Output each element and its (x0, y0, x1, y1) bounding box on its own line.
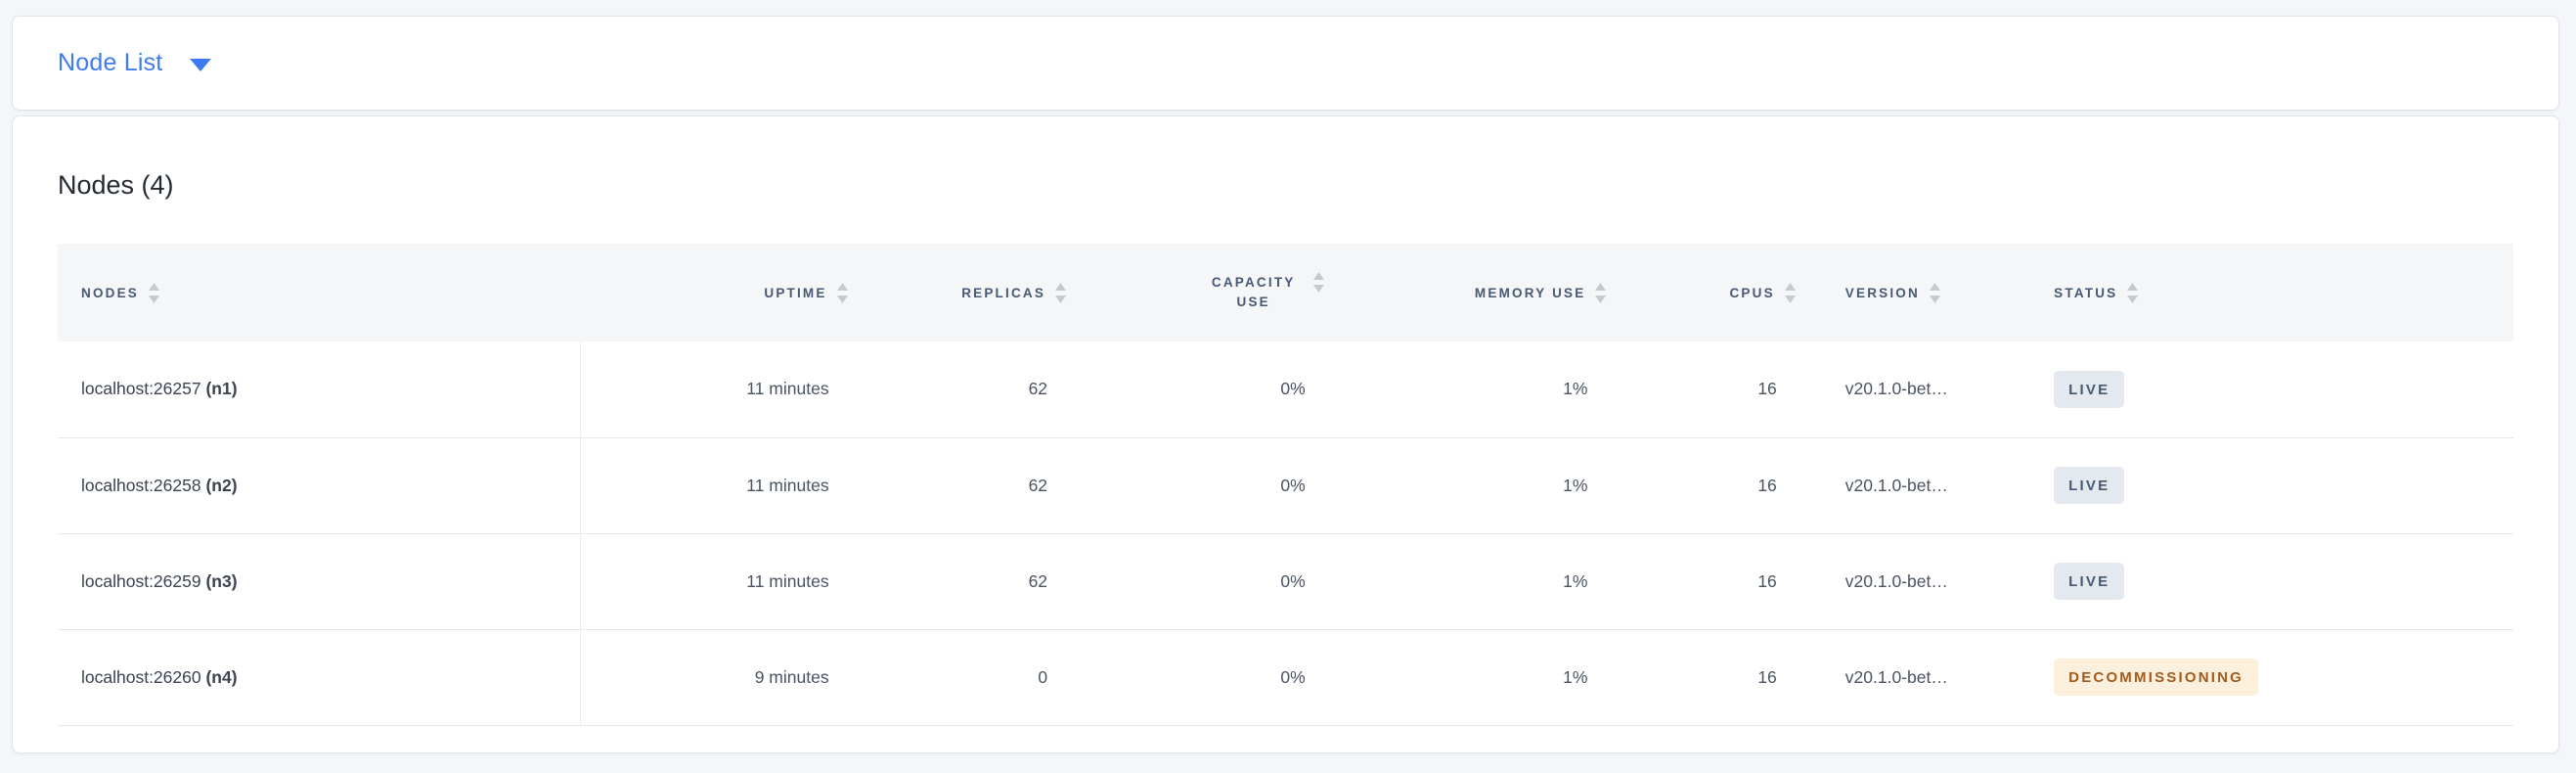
status-cell: LIVE (2005, 436, 2513, 533)
version-cell: v20.1.0-bet… (1805, 628, 2006, 726)
uptime-cell: 11 minutes (580, 436, 859, 533)
version-cell: v20.1.0-bet… (1805, 532, 2006, 629)
column-header-uptime[interactable]: UPTIME (580, 244, 859, 341)
caret-down-icon (190, 58, 212, 71)
capacity-use-cell: 0% (1077, 628, 1335, 726)
uptime-cell: 9 minutes (580, 628, 859, 726)
table-row: localhost:26260 (n4) 9 minutes 0 0% 1% 1… (58, 628, 2513, 726)
sort-icon (1784, 282, 1796, 303)
column-header-label: NODES (81, 285, 140, 300)
node-address-cell[interactable]: localhost:26258 (n2) (58, 436, 582, 533)
view-selector-label: Node List (58, 49, 163, 76)
table-row: localhost:26257 (n1) 11 minutes 62 0% 1%… (58, 341, 2513, 437)
view-selector-bar: Node List (12, 16, 2559, 111)
cpus-cell: 16 (1617, 341, 1806, 437)
memory-use-cell: 1% (1334, 532, 1618, 629)
version-cell: v20.1.0-bet… (1805, 341, 2006, 437)
table-row: localhost:26258 (n2) 11 minutes 62 0% 1%… (58, 436, 2513, 533)
sort-icon (836, 282, 848, 303)
sort-icon (1312, 271, 1324, 293)
column-header-label: MEMORY USE (1474, 285, 1586, 300)
node-name: (n3) (205, 570, 238, 591)
column-header-capacity-use[interactable]: CAPACITY USE (1077, 244, 1335, 341)
nodes-card: Nodes (4) NODES UPTIME (12, 115, 2559, 753)
page-title: Nodes (4) (58, 170, 174, 200)
column-header-replicas[interactable]: REPLICAS (858, 244, 1078, 341)
cpus-cell: 16 (1617, 532, 1806, 629)
column-header-label: UPTIME (764, 285, 827, 300)
column-header-label: VERSION (1844, 285, 1920, 300)
column-header-label: STATUS (2054, 285, 2118, 300)
status-badge: DECOMMISSIONING (2054, 659, 2259, 696)
node-address-cell[interactable]: localhost:26257 (n1) (58, 341, 582, 437)
sort-icon (1595, 282, 1607, 303)
column-header-label: CPUS (1729, 285, 1775, 300)
node-address: localhost:26260 (81, 666, 201, 687)
column-header-status[interactable]: STATUS (2005, 244, 2513, 341)
capacity-use-cell: 0% (1077, 436, 1335, 533)
sort-icon (2127, 282, 2139, 303)
uptime-cell: 11 minutes (580, 532, 859, 629)
status-cell: LIVE (2005, 341, 2513, 437)
replicas-cell: 62 (858, 341, 1078, 437)
cpus-cell: 16 (1617, 436, 1806, 533)
node-address: localhost:26259 (81, 570, 201, 591)
column-header-cpus[interactable]: CPUS (1617, 244, 1806, 341)
memory-use-cell: 1% (1334, 436, 1618, 533)
sort-icon (1929, 282, 1940, 303)
replicas-cell: 0 (858, 628, 1078, 726)
table-header-row: NODES UPTIME REPLICAS (58, 244, 2513, 341)
version-cell: v20.1.0-bet… (1805, 436, 2006, 533)
sort-icon (1055, 282, 1067, 303)
table-row: localhost:26259 (n3) 11 minutes 62 0% 1%… (58, 532, 2513, 629)
column-header-memory-use[interactable]: MEMORY USE (1334, 244, 1618, 341)
node-name: (n2) (205, 475, 238, 495)
view-selector-dropdown[interactable]: Node List (58, 49, 212, 77)
cpus-cell: 16 (1617, 628, 1806, 726)
memory-use-cell: 1% (1334, 341, 1618, 437)
status-badge: LIVE (2054, 370, 2125, 408)
node-address-cell[interactable]: localhost:26259 (n3) (58, 532, 582, 629)
capacity-use-cell: 0% (1077, 532, 1335, 629)
replicas-cell: 62 (858, 436, 1078, 533)
capacity-use-cell: 0% (1077, 341, 1335, 437)
node-address: localhost:26257 (81, 379, 201, 399)
node-address: localhost:26258 (81, 475, 201, 495)
node-name: (n4) (205, 666, 238, 687)
uptime-cell: 11 minutes (580, 341, 859, 437)
memory-use-cell: 1% (1334, 628, 1618, 726)
column-header-label: CAPACITY USE (1211, 275, 1296, 309)
column-header-nodes[interactable]: NODES (58, 244, 581, 341)
replicas-cell: 62 (858, 532, 1078, 629)
node-address-cell[interactable]: localhost:26260 (n4) (58, 628, 582, 726)
status-cell: DECOMMISSIONING (2005, 628, 2513, 726)
status-badge: LIVE (2054, 563, 2125, 600)
status-cell: LIVE (2005, 532, 2513, 629)
status-badge: LIVE (2054, 467, 2125, 504)
column-header-version[interactable]: VERSION (1805, 244, 2006, 341)
node-name: (n1) (205, 379, 238, 399)
nodes-table: NODES UPTIME REPLICAS (58, 244, 2513, 726)
sort-icon (149, 282, 160, 303)
column-header-label: REPLICAS (961, 285, 1046, 300)
